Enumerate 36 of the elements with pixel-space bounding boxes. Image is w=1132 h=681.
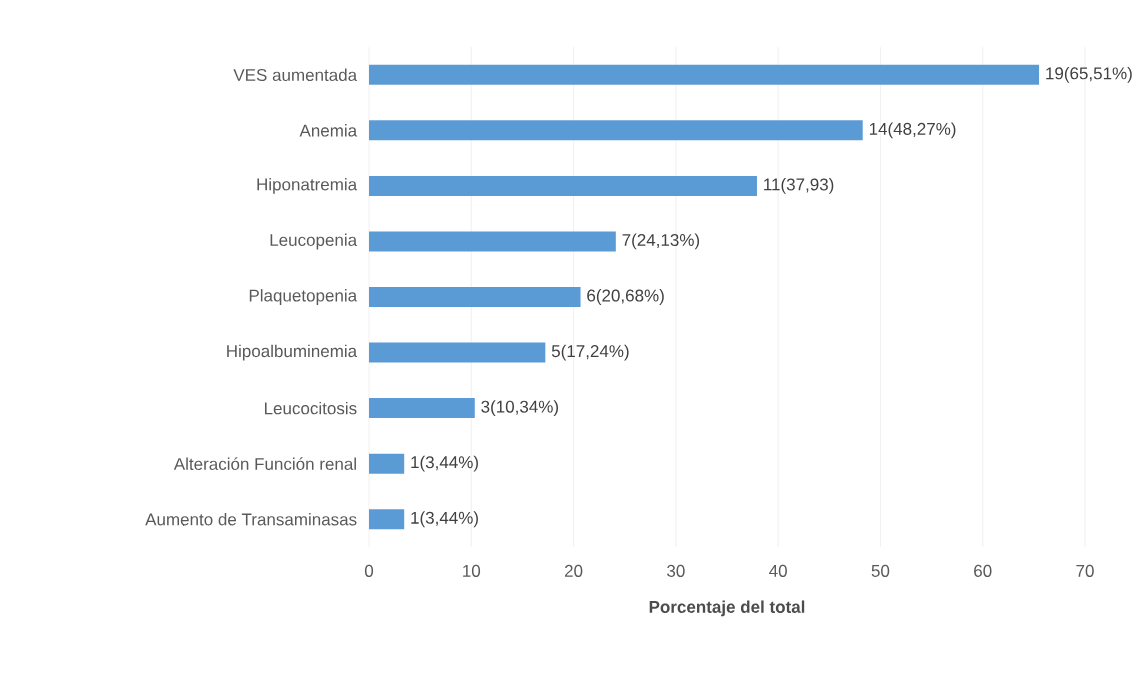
- data-label: 19(65,51%): [1046, 66, 1132, 83]
- y-tick-label: Anemia: [299, 124, 358, 137]
- x-tick-label: 20: [564, 564, 583, 577]
- y-tick-label: Alteración Función renal: [173, 457, 356, 471]
- x-tick-label: 50: [871, 564, 890, 577]
- bar: [369, 231, 616, 252]
- data-label: 14(48,27%): [869, 122, 956, 139]
- bar: [369, 453, 405, 474]
- y-tick-label: Leucocitosis: [264, 401, 357, 415]
- data-label: 7(24,13%): [622, 233, 700, 250]
- bar: [369, 287, 581, 308]
- y-tick-label: Plaquetopenia: [249, 289, 358, 305]
- y-tick-label: Hipoalbuminemia: [227, 344, 358, 361]
- x-tick-label: 10: [463, 564, 481, 577]
- data-label: 3(10,34%): [481, 400, 558, 417]
- bar: [369, 175, 757, 196]
- bar: [369, 64, 1040, 85]
- x-axis-title: Porcentaje del total: [649, 600, 805, 617]
- y-tick-label: Leucopenia: [270, 233, 358, 250]
- data-label: 11(37,93): [764, 177, 834, 194]
- data-label: 1(3,44%): [411, 511, 478, 528]
- y-tick-label: Aumento de Transaminasas: [145, 512, 357, 526]
- x-tick-label: 0: [364, 564, 374, 577]
- data-label: 5(17,24%): [551, 344, 629, 361]
- bar: [369, 120, 863, 141]
- data-label: 1(3,44%): [411, 455, 478, 472]
- y-tick-label: Hiponatremia: [257, 177, 358, 194]
- bar: [369, 398, 475, 419]
- bar: [369, 509, 405, 530]
- x-tick-label: 70: [1076, 564, 1094, 577]
- y-tick-label: VES aumentada: [233, 68, 358, 82]
- x-tick-label: 60: [974, 564, 992, 577]
- bar: [369, 342, 546, 363]
- data-label: 6(20,68%): [587, 289, 664, 305]
- x-tick-label: 30: [667, 564, 685, 577]
- x-tick-label: 40: [769, 564, 787, 577]
